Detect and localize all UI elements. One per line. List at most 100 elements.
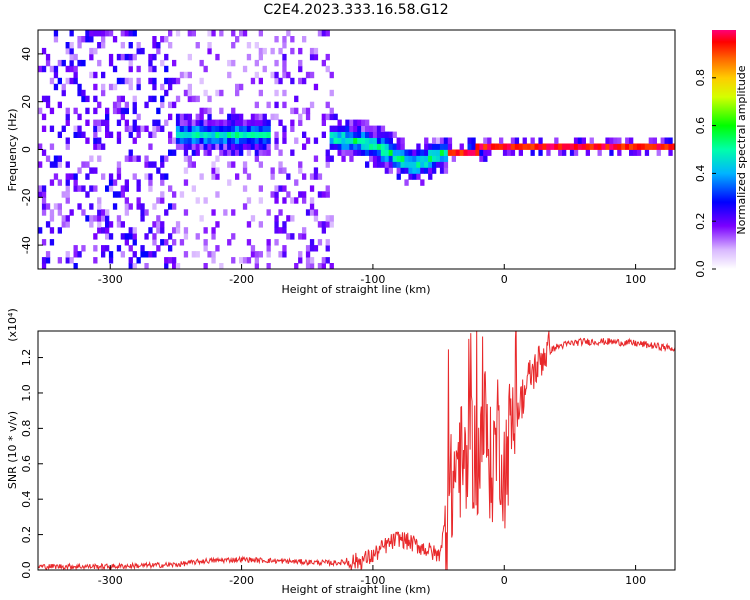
spectrogram-cell bbox=[81, 59, 86, 67]
spectrogram-cell bbox=[376, 155, 382, 162]
spectrogram-cell bbox=[254, 149, 259, 156]
spectrogram-cell bbox=[365, 137, 370, 144]
spectrogram-cell bbox=[396, 143, 401, 150]
spectrogram-cell bbox=[183, 125, 189, 132]
spectrogram-cell bbox=[235, 125, 240, 132]
spectrogram-cell bbox=[97, 227, 102, 234]
spectrogram-x-label: Height of straight line (km) bbox=[281, 283, 430, 296]
spectrogram-cell bbox=[396, 167, 401, 174]
spectrogram-cell bbox=[388, 167, 393, 174]
x-tick-label: -100 bbox=[360, 574, 385, 587]
spectrogram-cell bbox=[388, 137, 393, 144]
spectrogram-cell bbox=[152, 77, 157, 85]
spectrogram-cell bbox=[258, 77, 263, 85]
spectrogram-cell bbox=[49, 215, 55, 222]
spectrogram-cell bbox=[105, 227, 110, 234]
spectrogram-cell bbox=[388, 155, 393, 162]
spectrogram-cell bbox=[298, 77, 303, 85]
spectrogram-cell bbox=[258, 89, 263, 97]
spectrogram-cell bbox=[420, 161, 425, 168]
spectrogram-cell bbox=[179, 239, 185, 246]
spectrogram-cell bbox=[136, 42, 141, 49]
spectrogram-cell bbox=[215, 53, 220, 61]
spectrogram-cell bbox=[207, 119, 212, 126]
spectrogram-cell bbox=[396, 173, 401, 180]
spectrogram-cell bbox=[128, 65, 133, 73]
spectrogram-cell bbox=[152, 203, 157, 210]
spectrogram-cell bbox=[313, 47, 319, 55]
spectrogram-cell bbox=[376, 125, 382, 132]
spectrogram-cell bbox=[148, 161, 153, 168]
spectrogram-cell bbox=[254, 113, 259, 121]
spectrogram-cell bbox=[172, 203, 177, 210]
spectrogram-cell bbox=[231, 113, 236, 121]
spectrogram-cell bbox=[601, 143, 606, 150]
spectrogram-cell bbox=[69, 53, 74, 61]
spectrogram-cell bbox=[69, 257, 74, 264]
spectrogram-cell bbox=[140, 125, 145, 132]
spectrogram-cell bbox=[365, 131, 370, 138]
spectrogram-cell bbox=[239, 149, 244, 156]
spectrogram-cell bbox=[57, 101, 62, 109]
spectrogram-cell bbox=[152, 95, 157, 103]
spectrogram-cell bbox=[124, 30, 129, 37]
y-tick-label: -20 bbox=[20, 188, 33, 206]
spectrogram-cell bbox=[443, 167, 449, 174]
spectrogram-cell bbox=[93, 95, 98, 103]
spectrogram-cell bbox=[120, 42, 125, 49]
spectrogram-cell bbox=[199, 215, 204, 222]
spectrogram-cell bbox=[274, 227, 279, 234]
spectrogram-cell bbox=[274, 191, 279, 198]
spectrogram-cell bbox=[132, 119, 137, 126]
spectrogram-cell bbox=[41, 125, 47, 132]
spectrogram-cell bbox=[120, 191, 125, 198]
spectrogram-cell bbox=[585, 149, 590, 156]
spectrogram-cell bbox=[105, 131, 110, 138]
spectrogram-cell bbox=[136, 83, 141, 91]
spectrogram-cell bbox=[302, 131, 307, 138]
spectrogram-cell bbox=[168, 77, 173, 85]
spectrogram-y-label: Frequency (Hz) bbox=[6, 109, 19, 192]
spectrogram-cell bbox=[278, 209, 283, 216]
spectrogram-cell bbox=[65, 215, 70, 222]
spectrogram-cell bbox=[136, 113, 141, 121]
spectrogram-cell bbox=[152, 36, 157, 43]
spectrogram-cell bbox=[191, 137, 196, 144]
spectrogram-cell bbox=[199, 77, 204, 85]
spectrogram-cell bbox=[57, 131, 62, 138]
spectrogram-cell bbox=[128, 131, 133, 138]
spectrogram-cell bbox=[112, 191, 118, 198]
spectrogram-cell bbox=[577, 137, 583, 144]
spectrogram-cell bbox=[305, 251, 311, 258]
spectrogram-cell bbox=[412, 149, 417, 156]
spectrogram-cell bbox=[183, 167, 189, 174]
spectrogram-cell bbox=[160, 179, 165, 186]
spectrogram-cell bbox=[325, 65, 330, 73]
spectrogram-cell bbox=[191, 119, 196, 126]
spectrogram-cell bbox=[112, 203, 118, 210]
spectrogram-cell bbox=[313, 155, 319, 162]
spectrogram-cell bbox=[333, 131, 338, 138]
spectrogram-cell bbox=[325, 101, 330, 109]
spectrogram-cell bbox=[156, 119, 161, 126]
spectrogram-cell bbox=[258, 143, 263, 150]
spectrogram-cell bbox=[250, 119, 256, 126]
spectrogram-cell bbox=[219, 89, 224, 97]
spectrogram-cell bbox=[349, 155, 354, 162]
spectrogram-cell bbox=[101, 30, 106, 37]
spectrogram-cell bbox=[266, 149, 271, 156]
spectrogram-cell bbox=[235, 113, 240, 121]
spectrogram-cell bbox=[116, 53, 122, 61]
spectrogram-cell bbox=[168, 30, 173, 37]
spectrogram-cell bbox=[345, 149, 350, 156]
spectrogram-cell bbox=[57, 155, 62, 162]
spectrogram-cell bbox=[408, 155, 413, 162]
spectrogram-cell bbox=[152, 65, 157, 73]
spectrogram-cell bbox=[258, 119, 263, 126]
spectrogram-cell bbox=[81, 95, 86, 103]
spectrogram-cell bbox=[77, 203, 82, 210]
spectrogram-cell bbox=[506, 149, 512, 156]
spectrogram-cell bbox=[203, 65, 208, 73]
spectrogram-cell bbox=[172, 77, 177, 85]
spectrogram-cell bbox=[282, 89, 287, 97]
